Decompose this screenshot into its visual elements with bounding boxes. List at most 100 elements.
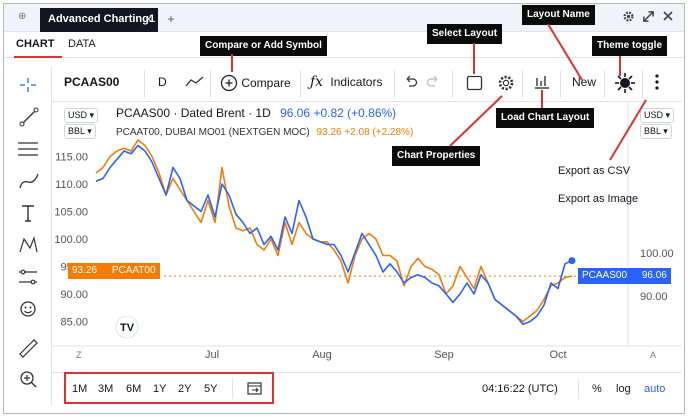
tab-chart[interactable]: CHART — [16, 38, 55, 50]
right-currency-value: USD — [644, 110, 664, 120]
fib-retracement-icon[interactable] — [4, 136, 52, 162]
left-price-value: 93.26 — [72, 265, 98, 276]
left-axis-tick-label: 105.00 — [54, 207, 88, 219]
close-window-icon[interactable] — [662, 10, 674, 25]
x-axis-tick-label: Oct — [549, 349, 566, 361]
right-price-tag: PCAAS00 96.06 — [578, 268, 671, 284]
right-axis-tick-label: 90.00 — [640, 291, 668, 303]
callout-load-chart-layout: Load Chart Layout — [496, 108, 595, 128]
trend-line-icon[interactable] — [4, 104, 52, 130]
symbol-search-button[interactable]: PCAAS00 — [64, 75, 120, 89]
auto-scale-toggle[interactable]: auto — [644, 383, 666, 395]
toolbar-divider — [604, 70, 605, 98]
active-tab-indicator — [14, 56, 62, 58]
drag-handle-icon[interactable]: ⊕ — [18, 11, 27, 22]
compare-label: Compare — [241, 76, 291, 90]
settings-gear-icon[interactable] — [622, 10, 635, 26]
range-buttons-highlight — [64, 372, 274, 404]
left-unit-select[interactable]: BBL ▾ — [64, 124, 96, 139]
add-tab-button[interactable]: + — [167, 12, 175, 26]
chart-properties-gear-icon[interactable] — [496, 73, 516, 96]
crosshair-icon[interactable] — [4, 72, 52, 98]
range-button-2y[interactable]: 2Y — [178, 383, 192, 395]
toolbar-divider — [394, 70, 395, 98]
ruler-icon[interactable] — [4, 334, 52, 360]
x-axis-tick-label: Sep — [434, 349, 454, 361]
scale-left-button[interactable]: Z — [76, 350, 82, 360]
interval-button[interactable]: D — [158, 75, 167, 89]
callout-compare: Compare or Add Symbol — [200, 36, 327, 56]
left-axis-tick-label: 110.00 — [55, 179, 88, 191]
chart-toolbar: PCAAS00 D Compare ƒx Indicators New — [52, 66, 682, 102]
toolbar-divider — [144, 70, 145, 98]
compare-series-legend[interactable]: PCAAT00, DUBAI MO01 (NEXTGEN MOC) 93.26 … — [116, 127, 413, 138]
left-price-symbol: PCAAT00 — [111, 265, 156, 276]
pattern-icon[interactable] — [4, 232, 52, 258]
right-currency-select[interactable]: USD ▾ — [640, 108, 675, 123]
x-axis-tick-label: Aug — [312, 349, 332, 361]
range-button-5y[interactable]: 5Y — [204, 383, 218, 395]
layout-name-button[interactable]: New — [572, 75, 597, 89]
load-chart-layout-icon[interactable] — [532, 73, 552, 94]
x-axis-tick-label: Jul — [205, 349, 219, 361]
callout-layout-name: Layout Name — [522, 5, 595, 25]
left-price-tag: 93.26 PCAAT00 — [68, 263, 160, 279]
undo-icon[interactable] — [402, 73, 418, 92]
main-series-legend[interactable]: PCAAS00 · Dated Brent · 1D 96.06 +0.82 (… — [116, 106, 396, 120]
range-button-6m[interactable]: 6M — [126, 383, 142, 395]
drawing-toolbar — [4, 66, 52, 406]
text-tool-icon[interactable] — [4, 200, 52, 226]
series-line-pcaat00 — [95, 139, 573, 323]
emoji-icon[interactable] — [4, 296, 52, 322]
range-button-3m[interactable]: 3M — [98, 383, 114, 395]
select-layout-icon[interactable] — [466, 75, 484, 94]
right-axis-tick-label: 100.00 — [640, 248, 674, 260]
scale-right-button[interactable]: A — [650, 350, 657, 360]
left-axis-tick-label: 85.00 — [60, 317, 88, 329]
theme-toggle-icon[interactable] — [614, 72, 636, 97]
indicators-label: Indicators — [330, 75, 383, 89]
more-options-icon[interactable] — [652, 72, 662, 95]
toolbar-divider — [452, 70, 453, 98]
right-unit-value: BBL — [644, 126, 661, 136]
menu-item-export-image[interactable]: Export as Image — [558, 193, 639, 205]
left-currency-select[interactable]: USD ▾ — [64, 108, 99, 123]
main-series-last-point — [568, 257, 576, 265]
brush-icon[interactable] — [4, 168, 52, 194]
toolbar-divider — [560, 70, 561, 98]
bottom-divider — [578, 379, 579, 399]
callout-select-layout: Select Layout — [427, 24, 503, 44]
add-circle-icon — [220, 74, 238, 92]
right-price-value: 96.06 — [641, 270, 667, 281]
callout-theme-toggle: Theme toggle — [592, 36, 668, 56]
prediction-icon[interactable] — [4, 264, 52, 290]
right-unit-select[interactable]: BBL ▾ — [640, 124, 672, 139]
utc-clock[interactable]: 04:16:22 (UTC) — [482, 383, 558, 395]
redo-icon[interactable] — [426, 73, 442, 92]
percent-scale-toggle[interactable]: % — [592, 383, 602, 395]
range-button-1y[interactable]: 1Y — [153, 383, 167, 395]
range-button-1m[interactable]: 1M — [72, 383, 88, 395]
toolbar-divider — [642, 70, 643, 98]
callout-chart-properties: Chart Properties — [392, 146, 481, 166]
chart-window-tab[interactable]: Advanced Charting1 × — [40, 8, 158, 32]
compare-series-title: PCAAT00, DUBAI MO01 (NEXTGEN MOC) — [116, 127, 310, 138]
compare-button[interactable]: Compare — [220, 74, 291, 92]
left-unit-value: BBL — [68, 126, 85, 136]
chart-type-icon[interactable] — [184, 74, 206, 93]
log-scale-toggle[interactable]: log — [616, 383, 631, 395]
close-icon[interactable]: × — [144, 12, 152, 26]
tradingview-logo-icon[interactable]: TV — [114, 315, 140, 341]
tab-data[interactable]: DATA — [68, 38, 96, 50]
date-range-icon[interactable] — [246, 380, 264, 399]
view-tabs: CHART DATA — [4, 32, 684, 58]
indicators-button[interactable]: ƒx Indicators — [310, 74, 382, 90]
svg-text:TV: TV — [120, 322, 135, 334]
expand-icon[interactable] — [642, 10, 655, 26]
menu-item-export-csv[interactable]: Export as CSV — [558, 165, 631, 177]
main-series-values: 96.06 +0.82 (+0.86%) — [280, 106, 397, 120]
zoom-in-icon[interactable] — [4, 366, 52, 392]
left-currency-value: USD — [68, 110, 88, 120]
price-chart[interactable]: 85.0090.0095.00100.00105.00110.00115.009… — [52, 102, 682, 362]
chart-pane[interactable]: 85.0090.0095.00100.00105.00110.00115.009… — [52, 102, 682, 362]
